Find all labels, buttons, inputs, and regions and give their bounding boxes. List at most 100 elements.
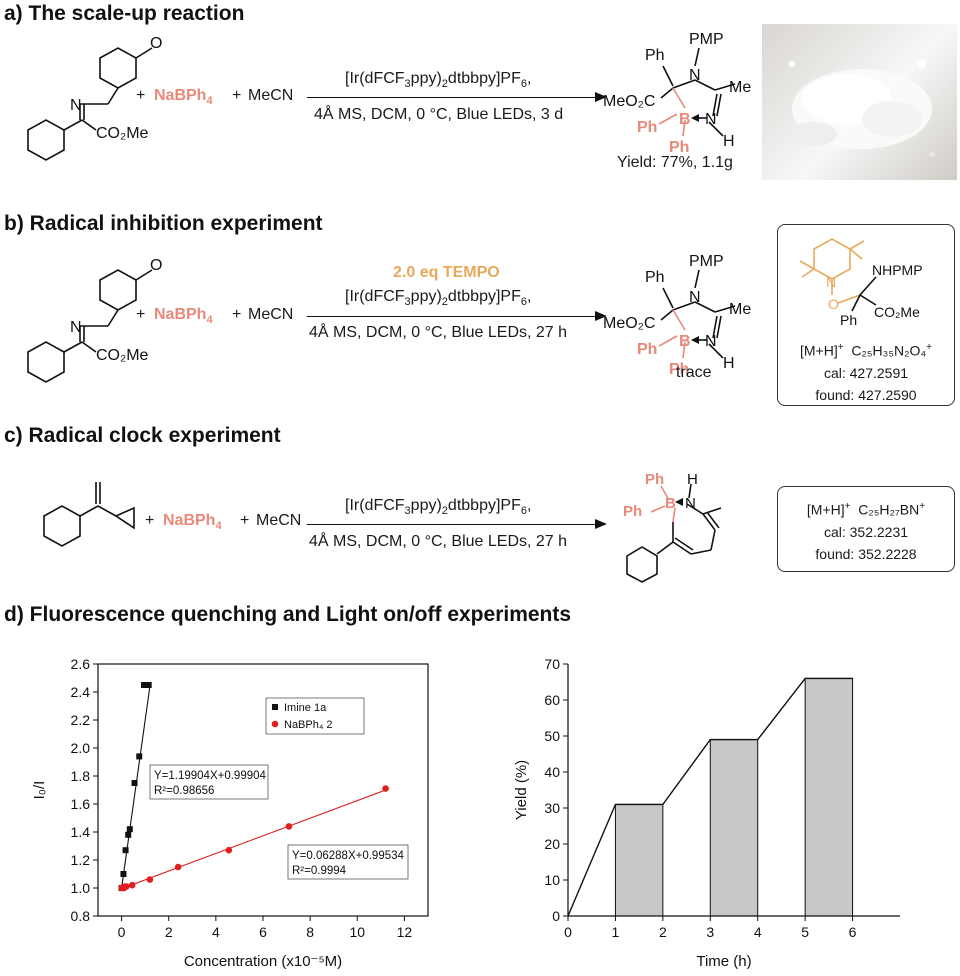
yield-line bbox=[567, 677, 853, 917]
y-axis-label: I₀/I bbox=[31, 781, 48, 800]
fit-eq-nabph4: Y=0.06288X+0.99534 bbox=[292, 850, 405, 862]
x-axis-label: Concentration (x10⁻⁵M) bbox=[184, 953, 342, 970]
me-label-prod-a: Me bbox=[729, 79, 751, 96]
n-label-b: N bbox=[70, 319, 82, 336]
plus-a1: + bbox=[136, 87, 146, 104]
product-b: PMP N Ph Me MeO₂C B N Ph Ph H bbox=[603, 253, 751, 378]
data-point bbox=[146, 876, 154, 883]
product-c: Ph Ph B N H bbox=[623, 471, 722, 583]
x-tick-label: 4 bbox=[212, 924, 220, 940]
y-tick-label: 50 bbox=[544, 728, 560, 744]
y-tick-label: 20 bbox=[544, 836, 560, 852]
data-point bbox=[122, 847, 129, 854]
x-tick-label: 6 bbox=[849, 924, 857, 940]
y-tick-label: 0.8 bbox=[71, 908, 91, 924]
y-tick-label: 1.6 bbox=[71, 796, 91, 812]
data-point bbox=[174, 863, 182, 871]
fit-eq-imine: Y=1.19904X+0.99904 bbox=[154, 770, 267, 782]
ph-label-prod-a: Ph bbox=[645, 47, 665, 64]
catalyst-b: [Ir(dFCF3ppy)2dtbbpy]PF6, bbox=[345, 288, 532, 309]
n-label: N bbox=[70, 97, 82, 114]
data-point bbox=[125, 831, 132, 838]
tempo-n-label: N bbox=[826, 274, 836, 290]
n-label-prod-a: N bbox=[689, 67, 701, 84]
y-tick-label: 1.8 bbox=[71, 768, 91, 784]
imine-reactant-a: O N CO₂Me bbox=[27, 35, 162, 161]
x-tick-label: 2 bbox=[165, 924, 173, 940]
data-point bbox=[128, 881, 136, 889]
reaction-arrow-b bbox=[307, 316, 597, 317]
section-c-title: c) Radical clock experiment bbox=[4, 424, 281, 447]
x-tick-label: 2 bbox=[659, 924, 667, 940]
tempo-adduct-formula: [M+H]+ C₂₅H₃₅N₂O₄+ bbox=[800, 342, 932, 359]
pmp-label: PMP bbox=[689, 31, 724, 48]
x-tick-label: 10 bbox=[349, 924, 365, 940]
reagent-b: NaBPh4 bbox=[154, 306, 213, 327]
meo2c-label-prod-b: MeO₂C bbox=[603, 315, 655, 332]
meo2c-label-prod-a: MeO₂C bbox=[603, 93, 655, 110]
clock-product-found: found: 352.2228 bbox=[815, 545, 917, 562]
clock-product-box: [M+H]+ C₂₅H₂₇BN+ cal: 352.2231 found: 35… bbox=[777, 486, 955, 572]
section-d-title: d) Fluorescence quenching and Light on/o… bbox=[4, 603, 572, 626]
legend-label-nabph4: NaBPh₄ 2 bbox=[284, 719, 333, 731]
tempo-adduct-cal: cal: 427.2591 bbox=[823, 364, 909, 381]
legend-marker-imine bbox=[272, 704, 278, 710]
y-tick-label: 1.4 bbox=[71, 824, 91, 840]
section-a-title: a) The scale-up reaction bbox=[4, 2, 245, 25]
y-tick-label: 60 bbox=[544, 692, 560, 708]
clock-product-formula: [M+H]+ C₂₅H₂₇BN+ bbox=[806, 501, 926, 518]
tempo-o-label: O bbox=[828, 296, 839, 312]
co2me-label-b: CO₂Me bbox=[96, 347, 149, 364]
x-axis-label: Time (h) bbox=[696, 953, 751, 970]
fit-box-nabph4 bbox=[287, 844, 409, 880]
plus-a2: + bbox=[232, 87, 242, 104]
plus-b2: + bbox=[232, 306, 242, 323]
fluorescence-quenching-chart: 0 2 4 6 8 10 12 0.8 1.0 1.2 1.4 1.6 1.8 2.0 2.2 2.4 2.6 C… bbox=[31, 656, 429, 970]
y-tick-label: 2.0 bbox=[71, 740, 91, 756]
y-tick-label: 2.2 bbox=[71, 712, 91, 728]
catalyst-c: [Ir(dFCF3ppy)2dtbbpy]PF6, bbox=[345, 497, 532, 518]
arrow-head-a bbox=[595, 92, 607, 102]
yield-a: Yield: 77%, 1.1g bbox=[617, 154, 733, 171]
y-tick-label: 40 bbox=[544, 764, 560, 780]
y-tick-label: 1.0 bbox=[71, 880, 91, 896]
arrow-head-b bbox=[595, 311, 607, 321]
plus-c2: + bbox=[240, 512, 250, 529]
n-label-prod-b: N bbox=[689, 289, 701, 306]
fit-r2-nabph4: R²=0.9994 bbox=[292, 865, 347, 877]
conditions-b: 4Å MS, DCM, 0 °C, Blue LEDs, 27 h bbox=[309, 324, 568, 341]
data-point bbox=[120, 871, 127, 877]
data-point bbox=[145, 682, 152, 688]
ome-label: O bbox=[150, 35, 162, 52]
n-label-prod-c: N bbox=[685, 495, 696, 512]
tempo-adduct-structure: N O NHPMP Ph CO₂Me bbox=[799, 238, 923, 328]
reaction-arrow-c bbox=[307, 524, 597, 525]
nhpmp-label: NHPMP bbox=[872, 262, 923, 278]
legend-label-imine: Imine 1a bbox=[284, 702, 327, 714]
y-axis-label: Yield (%) bbox=[513, 760, 530, 820]
fit-box-imine bbox=[149, 764, 269, 800]
fit-line-0 bbox=[121, 686, 151, 889]
x-tick-label: 1 bbox=[612, 924, 620, 940]
ph1-label-prod-a: Ph bbox=[637, 119, 657, 136]
arrow-head-c bbox=[595, 519, 607, 529]
x-tick-label: 4 bbox=[754, 924, 762, 940]
imine-reactant-b: O N CO₂Me bbox=[27, 257, 162, 383]
box-co2me-label: CO₂Me bbox=[874, 304, 920, 320]
conditions-a: 4Å MS, DCM, 0 °C, Blue LEDs, 3 d bbox=[314, 106, 564, 123]
data-point bbox=[126, 826, 133, 833]
y-tick-label: 1.2 bbox=[71, 852, 91, 868]
y-tick-label: 2.4 bbox=[71, 684, 91, 700]
tempo-additive: 2.0 eq TEMPO bbox=[393, 264, 500, 281]
ph1-label-prod-c: Ph bbox=[645, 471, 664, 488]
h-label-prod-b: H bbox=[723, 355, 735, 372]
reagent-a: NaBPh4 bbox=[154, 87, 213, 108]
y-tick-label: 2.6 bbox=[71, 656, 91, 672]
y-tick-label: 70 bbox=[544, 656, 560, 672]
me-label-prod-b: Me bbox=[729, 301, 751, 318]
data-point bbox=[285, 823, 293, 830]
box-ph-label: Ph bbox=[840, 312, 857, 328]
product-a: PMP N Ph Me MeO₂C B N Ph Ph H bbox=[603, 31, 751, 156]
pmp-label-b: PMP bbox=[689, 253, 724, 270]
